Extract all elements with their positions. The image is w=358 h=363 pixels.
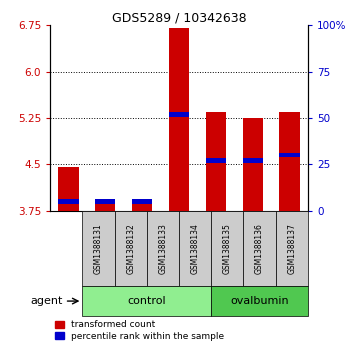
Bar <box>242 158 263 163</box>
Bar <box>206 112 226 211</box>
Bar <box>211 211 243 286</box>
Text: agent: agent <box>31 296 63 306</box>
Title: GDS5289 / 10342638: GDS5289 / 10342638 <box>112 11 246 24</box>
Bar <box>95 201 116 211</box>
Text: GSM1388135: GSM1388135 <box>223 223 232 274</box>
Text: GSM1388136: GSM1388136 <box>255 223 264 274</box>
Bar <box>58 199 79 204</box>
Bar <box>242 118 263 211</box>
Text: GSM1388137: GSM1388137 <box>287 223 296 274</box>
Bar <box>279 152 300 158</box>
Bar <box>147 211 179 286</box>
Bar <box>115 211 147 286</box>
Bar <box>58 167 79 211</box>
Bar <box>243 211 276 286</box>
Bar <box>95 199 116 204</box>
Bar <box>132 201 152 211</box>
Bar <box>169 29 189 211</box>
Legend: transformed count, percentile rank within the sample: transformed count, percentile rank withi… <box>55 320 224 341</box>
Text: control: control <box>127 296 166 306</box>
Bar <box>211 286 308 316</box>
Text: ovalbumin: ovalbumin <box>230 296 289 306</box>
Text: GSM1388134: GSM1388134 <box>190 223 200 274</box>
Bar <box>169 112 189 117</box>
Text: GSM1388132: GSM1388132 <box>126 223 135 274</box>
Bar <box>276 211 308 286</box>
Bar <box>206 158 226 163</box>
Text: GSM1388133: GSM1388133 <box>158 223 168 274</box>
Bar <box>132 199 152 204</box>
Bar <box>279 112 300 211</box>
Text: GSM1388131: GSM1388131 <box>94 223 103 274</box>
Bar <box>179 211 211 286</box>
Bar <box>82 286 211 316</box>
Bar <box>82 211 115 286</box>
